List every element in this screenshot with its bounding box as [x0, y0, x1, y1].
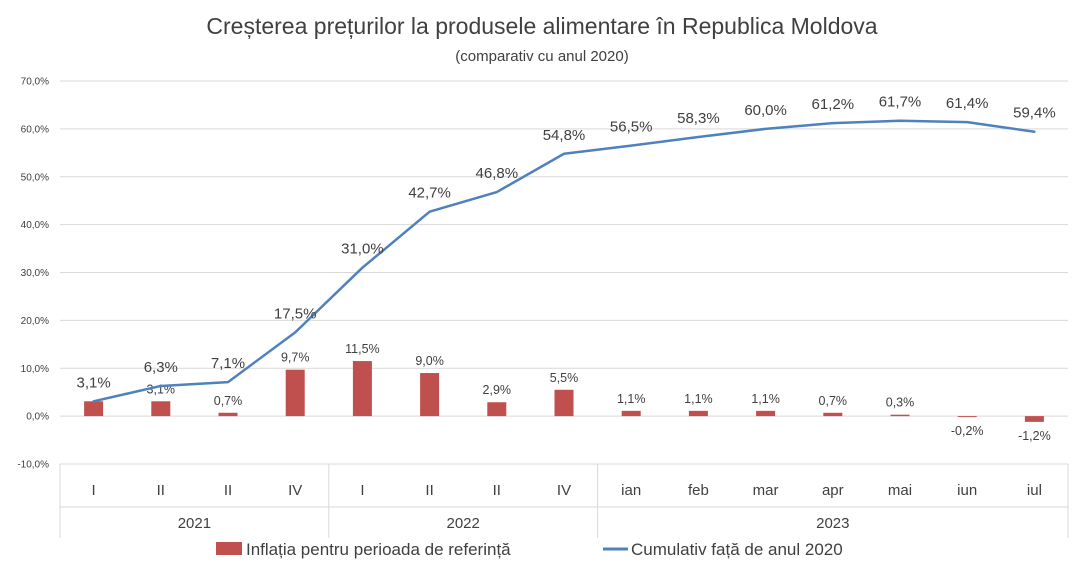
bar-data-label: 2,9%	[483, 383, 512, 397]
line-data-label: 46,8%	[476, 165, 519, 182]
line-layer: 3,1% 6,3% 7,1% 17,5% 31,0% 42,7% 46,8% 54,8% 56,…	[76, 94, 1056, 403]
y-tick-label: -10,0%	[17, 460, 49, 471]
chart-subtitle: (comparativ cu anul 2020)	[455, 48, 628, 65]
line-data-label: 42,7%	[408, 185, 451, 202]
bar	[554, 389, 574, 417]
y-tick-label: 60,0%	[21, 124, 49, 135]
bar-data-label: 0,3%	[886, 396, 915, 410]
bar-data-label: 1,1%	[684, 392, 713, 406]
x-category-label: I	[360, 482, 364, 499]
bar	[621, 410, 641, 417]
bar	[487, 402, 507, 417]
x-category-label: II	[425, 482, 433, 499]
x-category-label: IV	[288, 482, 302, 499]
line-data-label: 17,5%	[274, 305, 317, 322]
cumulative-line	[92, 119, 1036, 403]
y-tick-label: 70,0%	[21, 77, 49, 88]
bar-data-label: 11,5%	[345, 342, 380, 356]
bar	[352, 361, 372, 417]
bar-data-label: 1,1%	[617, 392, 646, 406]
y-tick-label: 30,0%	[21, 268, 49, 279]
x-category-label: II	[493, 482, 501, 499]
line-data-label: 61,7%	[879, 94, 922, 111]
y-tick-label: 40,0%	[21, 220, 49, 231]
x-category-label: II	[157, 482, 165, 499]
bar	[84, 401, 104, 417]
x-category-label: mai	[888, 482, 912, 499]
y-tick-label: 50,0%	[21, 172, 49, 183]
bar-data-label: 0,7%	[819, 394, 848, 408]
x-group-label: 2023	[816, 515, 849, 532]
bar	[1024, 416, 1044, 422]
bar	[890, 414, 910, 417]
x-category-label: apr	[822, 482, 844, 499]
line-data-label: 59,4%	[1013, 105, 1056, 122]
bar	[420, 373, 440, 417]
bar	[151, 401, 171, 417]
line-data-label: 60,0%	[744, 102, 787, 119]
bar	[688, 410, 708, 417]
y-tick-label: 10,0%	[21, 364, 49, 375]
bar-data-label: -1,2%	[1018, 429, 1051, 443]
bar-data-label: 0,7%	[214, 394, 243, 408]
x-category-label: mar	[753, 482, 779, 499]
y-tick-label: 0,0%	[26, 412, 49, 423]
bar-data-label: 9,0%	[415, 354, 444, 368]
bar	[957, 416, 977, 418]
bar	[756, 410, 776, 417]
x-category-label: iul	[1027, 482, 1042, 499]
bar-data-label: 1,1%	[751, 392, 780, 406]
x-category-label: ian	[621, 482, 641, 499]
bar-layer: 3,1%0,7%9,7%11,5%9,0%2,9%5,5%1,1% 1,1% 1,1…	[84, 342, 1051, 443]
x-group-label: 2022	[447, 515, 480, 532]
line-data-label: 6,3%	[144, 359, 178, 376]
line-data-label: 31,0%	[341, 241, 384, 258]
legend: Inflația pentru perioada de referință Cu…	[216, 540, 843, 559]
x-category-label: iun	[957, 482, 977, 499]
line-data-label: 56,5%	[610, 119, 653, 136]
line-data-label: 3,1%	[76, 374, 110, 391]
y-tick-label: 20,0%	[21, 316, 49, 327]
line-data-label: 61,4%	[946, 95, 989, 112]
bar	[218, 412, 238, 417]
bar-data-label: -0,2%	[951, 424, 984, 438]
bar-data-label: 5,5%	[550, 371, 579, 385]
chart-title: Creșterea prețurilor la produsele alimen…	[206, 13, 877, 39]
legend-bar-swatch	[216, 542, 242, 555]
legend-bar-label: Inflația pentru perioada de referință	[246, 540, 511, 559]
line-data-label: 7,1%	[211, 355, 245, 372]
line-data-label: 58,3%	[677, 110, 720, 127]
axis-layer: -10,0% 0,0% 10,0% 20,0% 30,0% 40,0% 50,0% 60,0%…	[17, 77, 1069, 538]
bar	[823, 412, 843, 417]
line-data-label: 54,8%	[543, 127, 586, 144]
x-category-label: I	[92, 482, 96, 499]
bar-data-label: 9,7%	[281, 351, 310, 365]
legend-line-label: Cumulativ față de anul 2020	[631, 540, 843, 559]
x-group-label: 2021	[178, 515, 211, 532]
x-category-label: feb	[688, 482, 709, 499]
x-category-label: II	[224, 482, 232, 499]
line-data-label: 61,2%	[812, 96, 855, 113]
bar	[285, 369, 305, 417]
x-category-label: IV	[557, 482, 571, 499]
